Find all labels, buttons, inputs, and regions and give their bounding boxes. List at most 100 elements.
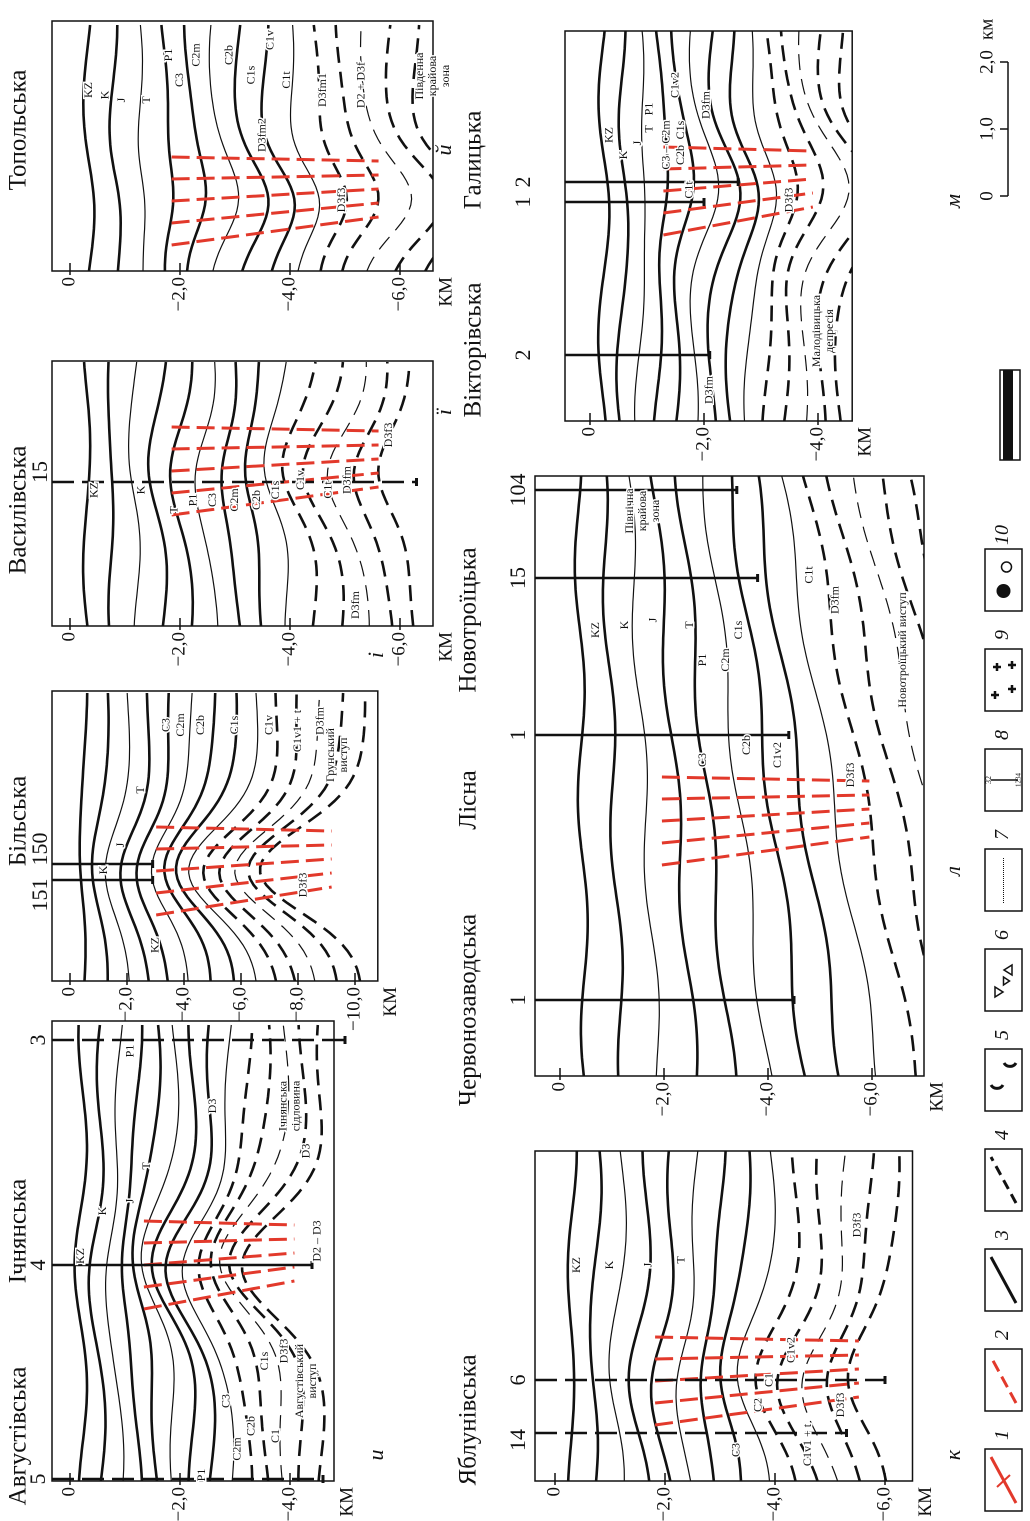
- horizon: [627, 1151, 652, 1481]
- formation-label: D3fm: [348, 590, 362, 619]
- formation-label: C1v: [261, 715, 275, 735]
- depth-tick-label: 0: [543, 1487, 564, 1497]
- figure-body: 0 −2,0 −4,0 КМАвгустівськаІчнянська543KZKJT…: [5, 19, 1023, 1521]
- horizon: [137, 24, 146, 271]
- horizon: [106, 361, 115, 626]
- fault: [663, 191, 814, 215]
- section-title: Яблунівська: [455, 1354, 482, 1485]
- horizon: [743, 31, 778, 421]
- horizon: [411, 24, 433, 271]
- legend-number: 3: [991, 1230, 1013, 1241]
- formation-label: C2m: [188, 43, 202, 67]
- legend-box: [984, 1148, 1023, 1212]
- formation-label: KZ: [147, 937, 161, 953]
- depth-tick-label: −2,0: [653, 1487, 674, 1521]
- fault: [156, 843, 332, 851]
- formation-label: K: [96, 865, 110, 874]
- section-title: Червонозаводська: [455, 914, 482, 1106]
- horizon: [162, 692, 217, 981]
- horizon: [234, 692, 321, 981]
- fault: [171, 443, 379, 451]
- horizon: [815, 31, 853, 421]
- formation-label: C1s: [268, 480, 282, 499]
- formation-label: T: [133, 786, 147, 794]
- region-label: Августівський: [292, 1343, 306, 1418]
- horizon: [188, 692, 259, 981]
- horizon: [197, 1024, 254, 1481]
- horizon: [779, 31, 825, 421]
- horizon: [78, 692, 89, 981]
- legend-number: 4: [991, 1130, 1013, 1140]
- scale-label: 0: [976, 191, 997, 201]
- formation-label: T: [166, 506, 180, 514]
- section-title: Василівська: [5, 446, 32, 575]
- horizon: [73, 1024, 89, 1481]
- legend-small: 1234: [1015, 773, 1023, 788]
- formation-label: C3: [695, 753, 709, 767]
- formation-label: K: [616, 150, 630, 159]
- horizon: [730, 476, 807, 1076]
- legend-symbol: [991, 691, 999, 699]
- fault: [171, 215, 379, 247]
- horizon: [633, 31, 646, 421]
- legend-symbol: [1000, 561, 1013, 573]
- formation-label: T: [139, 1162, 153, 1170]
- horizon: [376, 361, 415, 626]
- fault: [171, 457, 379, 473]
- legend-box: [984, 1448, 1023, 1512]
- formation-label: C1s: [227, 715, 241, 734]
- depth-tick-label: −2,0: [168, 277, 189, 311]
- depth-tick-label: −6,0: [860, 1082, 881, 1116]
- depth-tick-label: −4,0: [806, 427, 827, 461]
- formation-label: C1v2: [667, 72, 681, 98]
- section-title: Новотроїцька: [455, 547, 482, 692]
- horizon: [301, 361, 346, 626]
- formation-label: C1s: [731, 620, 745, 639]
- horizon: [260, 24, 297, 271]
- legend-symbol: [1008, 685, 1016, 693]
- panel-letter: и: [363, 1450, 388, 1461]
- region-label: Грунський: [323, 727, 337, 781]
- figure-letter: м: [940, 194, 965, 209]
- fault: [156, 871, 332, 895]
- horizon: [104, 692, 131, 981]
- depth-tick-label: −8,0: [286, 987, 307, 1021]
- fault: [171, 201, 379, 225]
- formation-label: C1v1 + t: [800, 1423, 814, 1466]
- section-title: Вікторівська: [460, 283, 487, 418]
- formation-label: C3: [159, 718, 173, 732]
- depth-tick-label: −10,0: [343, 987, 364, 1031]
- depth-unit: КМ: [380, 987, 401, 1017]
- formation-label: C1t: [682, 181, 696, 199]
- horizon: [801, 476, 917, 1076]
- frame: [564, 30, 853, 422]
- depth-tick-label: −4,0: [278, 632, 299, 666]
- depth-tick-label: −2,0: [168, 1487, 189, 1521]
- formation-label: C2b: [243, 1416, 257, 1436]
- horizon: [775, 1151, 824, 1481]
- formation-label: J: [114, 97, 128, 102]
- legend-box: [984, 1248, 1023, 1312]
- depth-tick-label: 0: [58, 1487, 79, 1497]
- legend-number: 5: [991, 1030, 1013, 1040]
- region-label: крайова: [425, 55, 439, 96]
- legend-symbol: [989, 1356, 1018, 1404]
- frame: [51, 360, 434, 627]
- horizon: [724, 31, 761, 421]
- depth-tick-label: −4,0: [278, 1487, 299, 1521]
- figure-letter: л: [940, 866, 965, 878]
- formation-label: C2m: [173, 713, 187, 737]
- horizon: [87, 1024, 107, 1481]
- horizon: [174, 692, 239, 981]
- horizon: [566, 1151, 579, 1481]
- legend-number: 8: [991, 730, 1013, 740]
- legend-box: [984, 848, 1023, 912]
- fault: [171, 425, 379, 433]
- horizon: [146, 361, 169, 626]
- horizon: [801, 1151, 847, 1481]
- horizon: [201, 692, 279, 981]
- horizon: [852, 476, 924, 1076]
- horizon: [797, 31, 850, 421]
- depth-tick-label: −4,0: [756, 1082, 777, 1116]
- horizon: [263, 361, 289, 626]
